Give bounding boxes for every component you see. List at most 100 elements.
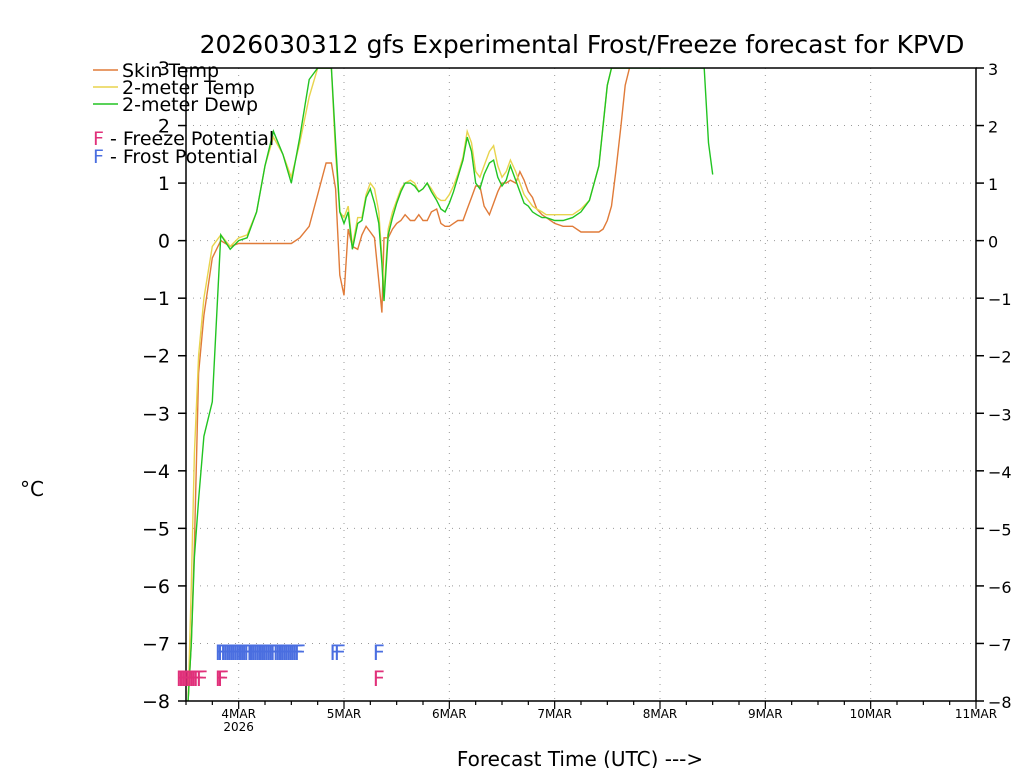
x-tick-label: 7MAR: [537, 707, 572, 721]
y-tick-label-right: 1: [988, 175, 998, 194]
frost-flag: F: [220, 641, 232, 665]
y-tick-label: −4: [142, 461, 170, 483]
y-axis: −8 −8 −7 −7 −6 −6 −5 −5 −4 −4 −3 −3 −2 −2 −1 −1 0 0 1 1 2 2 3 3: [142, 58, 1012, 713]
y-tick-label-right: −5: [988, 520, 1012, 539]
y-tick-label-right: 2: [988, 118, 998, 137]
freeze-flag: F: [193, 667, 205, 691]
x-tick-label: 9MAR: [748, 707, 783, 721]
frost-flag: F: [334, 641, 346, 665]
frost-flag: F: [279, 641, 291, 665]
x-tick-label: 10MAR: [850, 707, 892, 721]
y-tick-label: −5: [142, 518, 170, 540]
x-tick-label: 8MAR: [643, 707, 678, 721]
freeze-flag: F: [190, 667, 202, 691]
y-tick-label-right: −4: [988, 463, 1012, 482]
frost-flag: F: [231, 641, 243, 665]
frost-flag: F: [251, 641, 263, 665]
frost-flag: F: [226, 641, 238, 665]
y-tick-label: 0: [158, 231, 170, 253]
y-tick-label-right: 3: [988, 60, 998, 79]
frost-flag: F: [237, 641, 249, 665]
legend-flag-label: - Frost Potential: [104, 146, 258, 168]
y-tick-label: 3: [158, 58, 170, 80]
frost-flag: F: [246, 641, 258, 665]
legend-flag-entry: F - Freeze Potential: [93, 128, 274, 150]
legend-label: Skin Temp: [122, 60, 219, 82]
frost-flag: F: [243, 641, 255, 665]
frost-flag: F: [269, 641, 281, 665]
frost-flag: F: [248, 641, 260, 665]
freeze-flag: F: [176, 667, 188, 691]
y-tick-label-right: −6: [988, 578, 1012, 597]
y-tick-label-right: −1: [988, 290, 1012, 309]
frost-flag: F: [285, 641, 297, 665]
frost-flag: F: [330, 641, 342, 665]
frost-flag: F: [289, 641, 301, 665]
frost-flag: F: [273, 641, 285, 665]
freeze-flag: F: [196, 667, 208, 691]
x-tick-year: 2026: [223, 720, 254, 734]
frost-flag: F: [255, 641, 267, 665]
frost-flag: F: [373, 641, 385, 665]
x-tick-label: 4MAR: [221, 707, 256, 721]
x-tick-label: 11MAR: [955, 707, 997, 721]
y-tick-label: 1: [158, 173, 170, 195]
frost-flag: F: [215, 641, 227, 665]
freeze-flag: F: [186, 667, 198, 691]
freeze-flag: F: [180, 667, 192, 691]
frost-flag: F: [261, 641, 273, 665]
series-line-2-meter-dewp: [187, 68, 714, 701]
x-axis-label: Forecast Time (UTC) --->: [457, 747, 703, 768]
y-tick-label: −8: [142, 691, 170, 713]
chart-title: 2026030312 gfs Experimental Frost/Freeze…: [200, 30, 965, 59]
frost-flag: F: [233, 641, 245, 665]
frost-flag: F: [281, 641, 293, 665]
frost-flag: F: [257, 641, 269, 665]
freeze-flag: F: [184, 667, 196, 691]
grid-lines: [186, 68, 976, 701]
frost-flag: F: [241, 641, 253, 665]
plot-frame: [185, 67, 977, 702]
frost-flag: F: [294, 641, 306, 665]
legend-flag-entry: F - Frost Potential: [93, 146, 258, 168]
y-tick-label: −2: [142, 346, 170, 368]
frost-flag: F: [239, 641, 251, 665]
frost-flag: F: [263, 641, 275, 665]
y-tick-label-right: −7: [988, 635, 1012, 654]
y-axis-label: °C: [20, 477, 44, 501]
x-tick-label: 6MAR: [432, 707, 467, 721]
freeze-flag: F: [188, 667, 200, 691]
y-tick-label-right: −2: [988, 348, 1012, 367]
x-tick-label: 5MAR: [327, 707, 362, 721]
y-tick-label: −1: [142, 288, 170, 310]
frost-flag: F: [275, 641, 287, 665]
freeze-flag: F: [373, 667, 385, 691]
y-tick-label-right: −3: [988, 405, 1012, 424]
legend-flag-symbol: F: [93, 128, 104, 150]
y-tick-label-right: 0: [988, 233, 998, 252]
frost-flag: F: [222, 641, 234, 665]
legend-flag-symbol: F: [93, 146, 104, 168]
y-tick-label: −3: [142, 403, 170, 425]
frost-flag: F: [292, 641, 304, 665]
frost-flag: F: [235, 641, 247, 665]
y-tick-label: −6: [142, 576, 170, 598]
frost-flag: F: [277, 641, 289, 665]
legend-label: 2-meter Temp: [122, 77, 255, 99]
frost-flag: F: [224, 641, 236, 665]
frost-flag: F: [265, 641, 277, 665]
frost-flag: F: [217, 641, 229, 665]
frost-flag: F: [253, 641, 265, 665]
freeze-flag: F: [217, 667, 229, 691]
frost-flag: F: [287, 641, 299, 665]
frost-flag: F: [228, 641, 240, 665]
data-series: [187, 68, 714, 701]
y-tick-label: 2: [158, 116, 170, 138]
y-tick-label: −7: [142, 633, 170, 655]
freeze-flag: F: [182, 667, 194, 691]
freeze-flag: F: [215, 667, 227, 691]
